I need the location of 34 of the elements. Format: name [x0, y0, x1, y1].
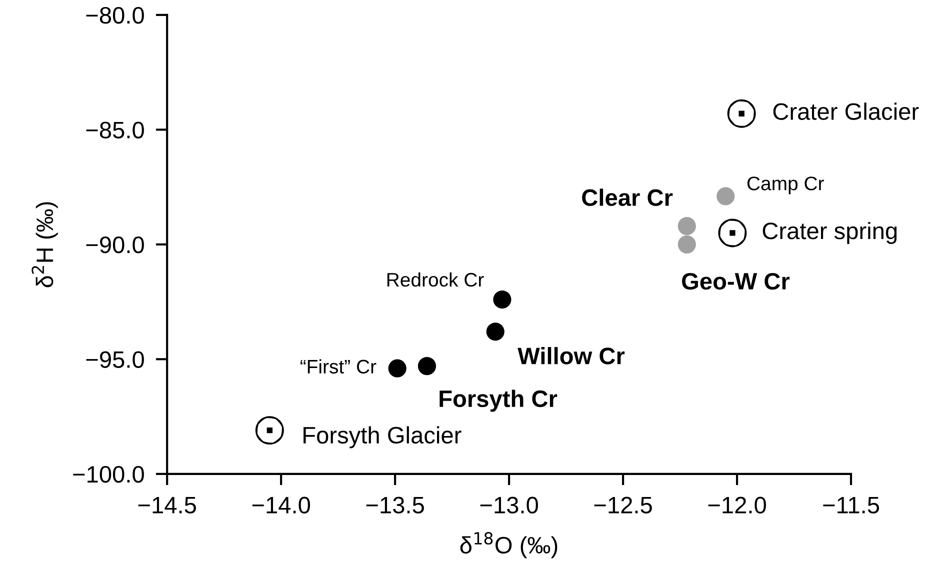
x-tick-label: −11.5: [823, 497, 880, 514]
annotation: Forsyth Glacier: [304, 426, 462, 448]
point: [388, 359, 406, 378]
x-tick-label: −13.5: [366, 496, 424, 514]
y-tick-label: −80.0: [86, 7, 144, 24]
y-tick-label: −95.0: [86, 351, 144, 368]
y-tick-label: −100.0: [73, 466, 144, 483]
annotation: Clear Cr: [582, 188, 673, 206]
y-tick-label: −90.0: [86, 236, 144, 254]
y-tick-label: −85.0: [86, 122, 144, 138]
x-tick-label: −13.0: [480, 496, 538, 514]
annotation: Geo-W Cr: [682, 272, 790, 290]
annotation: Camp Cr: [747, 176, 824, 194]
point: [718, 218, 747, 248]
annotation: Willow Cr: [518, 347, 625, 364]
point: [418, 357, 436, 376]
point: [493, 290, 512, 309]
x-tick-label: −14.0: [252, 496, 310, 514]
point: [255, 416, 284, 445]
y-axis-title: δ$^{2}$H (‰): [32, 202, 58, 288]
x-tick-label: −12.0: [708, 496, 766, 514]
annotation: Crater spring: [762, 222, 897, 244]
point: [716, 187, 735, 206]
annotation: “First” Cr: [300, 359, 376, 374]
x-axis-title: δ$^{18}$O (‰): [460, 532, 558, 558]
point: [486, 322, 504, 341]
point: [678, 235, 696, 254]
annotation: Redrock Cr: [387, 272, 484, 287]
point: [678, 217, 696, 236]
annotation: Crater Glacier: [773, 102, 919, 120]
x-tick-label: −14.5: [138, 497, 196, 514]
annotation: Forsyth Cr: [440, 390, 558, 412]
x-tick-label: −12.5: [594, 496, 652, 514]
point: [727, 99, 756, 128]
